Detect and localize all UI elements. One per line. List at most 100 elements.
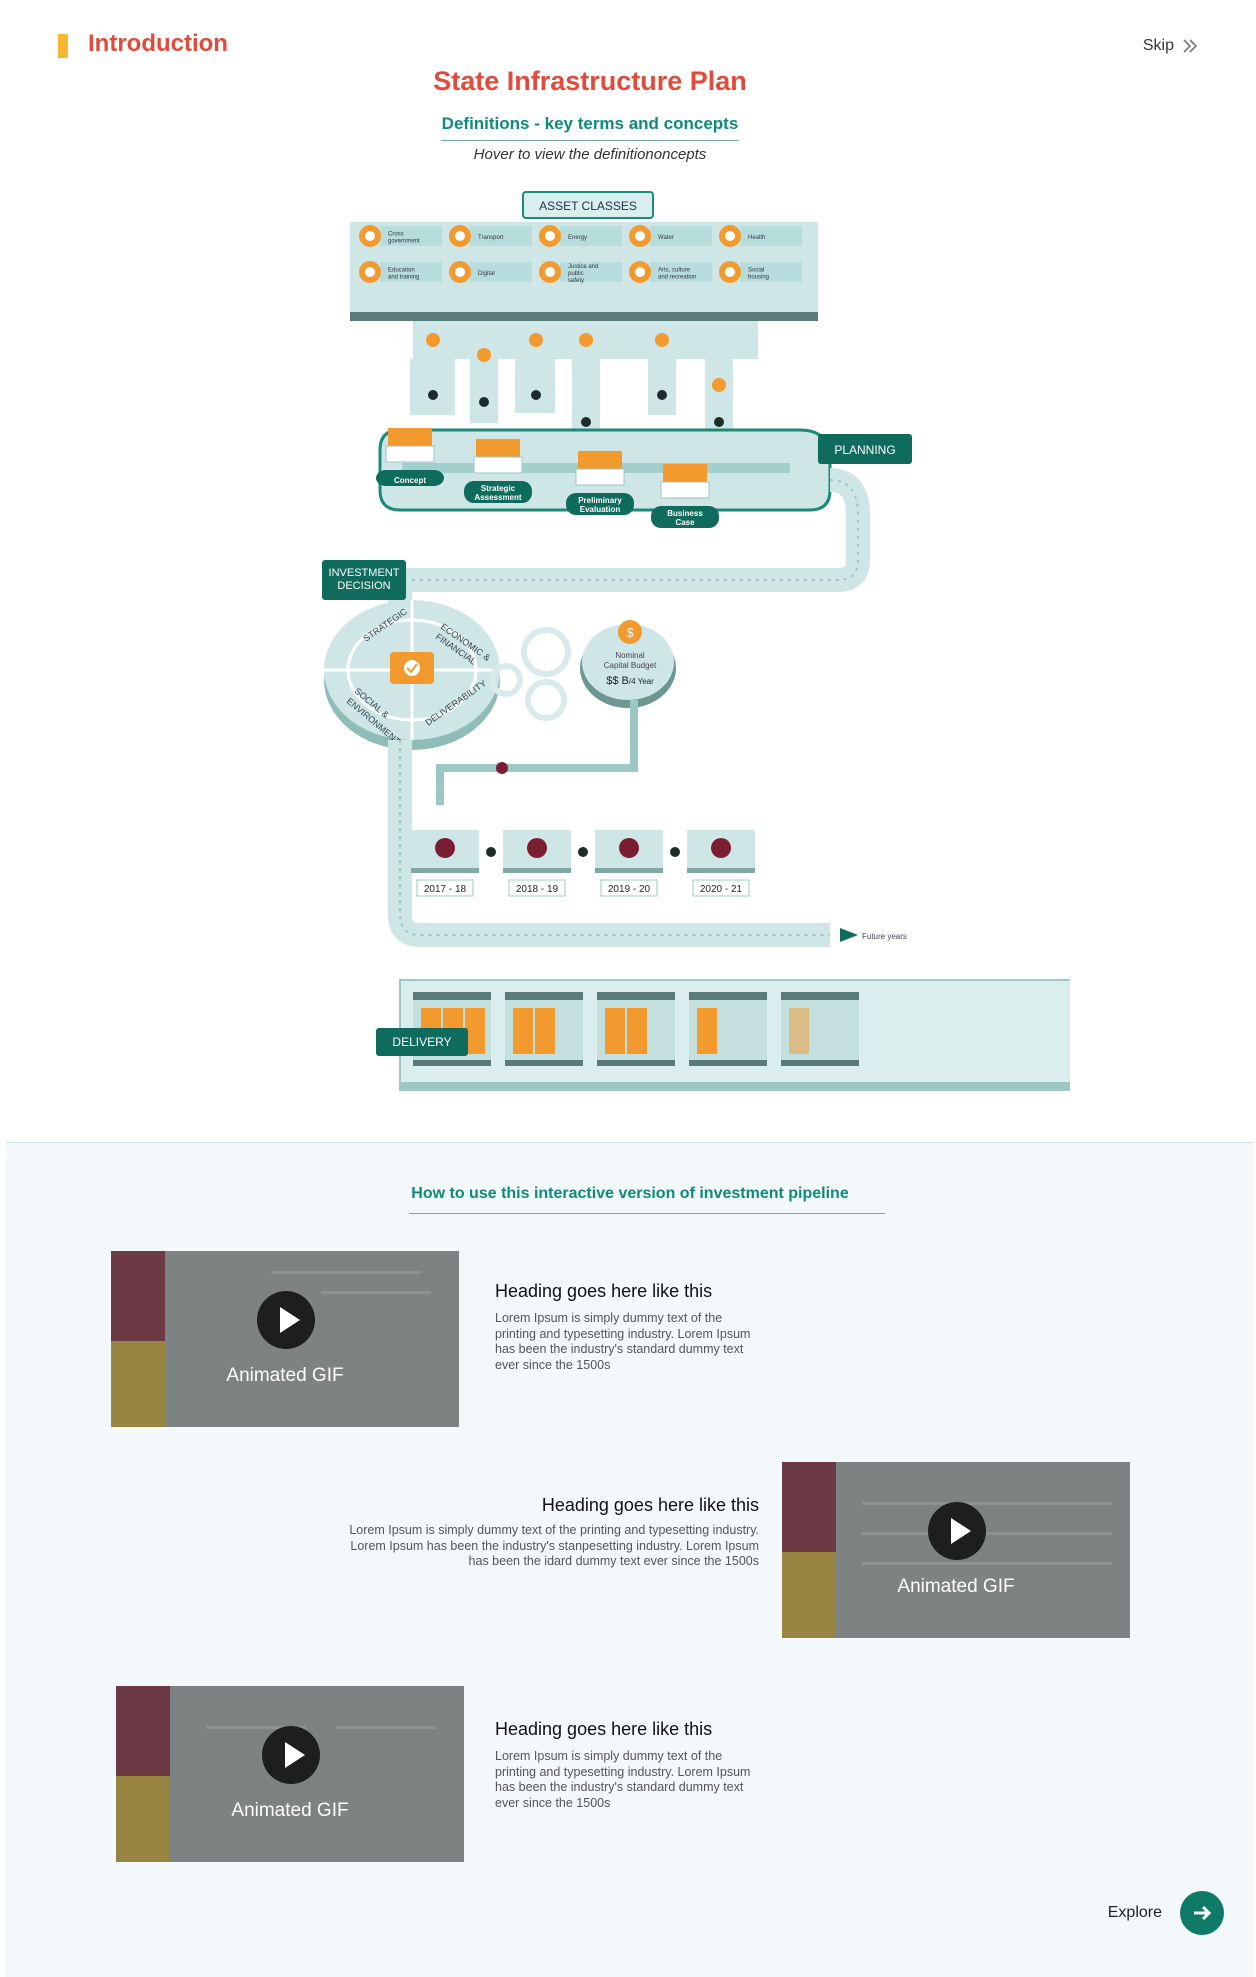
section-title: Introduction xyxy=(88,30,228,57)
stage-label: Preliminary xyxy=(578,496,622,505)
gif-preview-3[interactable]: Animated GIF xyxy=(116,1686,464,1862)
planning-label-box[interactable]: PLANNING xyxy=(818,434,912,464)
budget-year[interactable]: 2020 - 21 xyxy=(687,830,755,897)
dollar-icon: $ xyxy=(626,625,634,640)
asset-class-item[interactable]: Transport xyxy=(449,225,532,247)
gif-preview-2[interactable]: Animated GIF xyxy=(782,1462,1130,1638)
asset-class-item[interactable]: Digital xyxy=(449,261,532,283)
conveyor-upper xyxy=(388,468,870,610)
down-arrow-icon xyxy=(657,390,667,400)
delivery-bin[interactable] xyxy=(597,992,675,1066)
asset-class-item[interactable]: Water xyxy=(629,225,712,247)
hover-hint: Hover to view the definitiononcepts xyxy=(473,146,707,163)
asset-class-label: safety xyxy=(568,278,584,284)
skip-label: Skip xyxy=(1142,37,1174,54)
down-arrow-icon xyxy=(428,390,438,400)
project-folder-icon xyxy=(535,1008,555,1054)
planning-stage[interactable]: Concept xyxy=(376,428,444,486)
stage-label: Evaluation xyxy=(580,505,621,514)
section-marker xyxy=(58,34,68,58)
budget-line2: Capital Budget xyxy=(604,661,657,670)
stage-label: Strategic xyxy=(481,484,516,493)
asset-class-label: Digital xyxy=(478,271,495,277)
down-arrow-icon xyxy=(479,397,489,407)
budget-year[interactable]: 2019 - 20 xyxy=(595,830,680,897)
stage-label: Concept xyxy=(394,476,426,485)
delivery-bin[interactable] xyxy=(505,992,583,1066)
budget-years: 2017 - 18 2018 - 19 2019 - 20 2020 - 21 xyxy=(411,830,755,897)
gif-preview-1[interactable]: Animated GIF xyxy=(111,1251,459,1427)
card-heading-2: Heading goes here like this xyxy=(541,1495,759,1515)
future-years-label: Future years xyxy=(862,932,907,941)
down-arrow-icon xyxy=(714,417,724,427)
pipe-icons xyxy=(426,333,726,427)
pipe-icon xyxy=(477,348,491,362)
project-folder-icon xyxy=(627,1008,647,1054)
gif-label-2: Animated GIF xyxy=(897,1576,1015,1597)
page-title: State Infrastructure Plan xyxy=(433,66,747,96)
double-chevron-right-icon xyxy=(1183,39,1198,53)
how-to-underline xyxy=(409,1213,885,1214)
budget-year[interactable]: 2017 - 18 xyxy=(411,830,496,897)
subtitle-underline xyxy=(441,140,739,141)
card-text-3: Lorem Ipsum is simply dummy text of the p… xyxy=(495,1749,751,1810)
project-folder-icon xyxy=(605,1008,625,1054)
arrow-right-icon[interactable] xyxy=(1180,1891,1224,1935)
asset-class-label: Cross xyxy=(388,232,404,238)
dollar-icon xyxy=(711,838,731,858)
asset-classes-label: ASSET CLASSES xyxy=(539,199,637,213)
asset-class-label: Transport xyxy=(478,235,504,241)
delivery-label: DELIVERY xyxy=(392,1035,451,1049)
delivery-label-box[interactable]: DELIVERY xyxy=(376,1028,468,1056)
gears xyxy=(489,627,571,721)
year-label: 2020 - 21 xyxy=(700,884,743,895)
delivery-bins xyxy=(413,992,859,1066)
planning-label: PLANNING xyxy=(834,443,895,457)
card-heading-1: Heading goes here like this xyxy=(495,1281,713,1301)
down-arrow-icon xyxy=(531,390,541,400)
year-label: 2018 - 19 xyxy=(516,884,559,895)
asset-class-label: Justice and xyxy=(568,264,598,270)
year-label: 2019 - 20 xyxy=(608,884,651,895)
explore-button[interactable]: Explore xyxy=(1108,1891,1224,1935)
play-button-2[interactable] xyxy=(928,1502,986,1560)
asset-class-label: Energy xyxy=(568,235,587,241)
skip-button[interactable]: Skip xyxy=(1143,36,1200,56)
investment-decision-box[interactable]: INVESTMENT DECISION xyxy=(322,560,406,600)
play-button-3[interactable] xyxy=(262,1726,320,1784)
asset-class-label: and recreation xyxy=(658,275,696,281)
down-arrow-icon xyxy=(581,417,591,427)
play-button-1[interactable] xyxy=(257,1291,315,1349)
dollar-icon xyxy=(527,838,547,858)
stage-label: Case xyxy=(675,518,695,527)
asset-class-item[interactable]: Energy xyxy=(539,225,622,247)
card-text-1: Lorem Ipsum is simply dummy text of the p… xyxy=(495,1311,751,1372)
asset-class-label: and training xyxy=(388,275,419,281)
top-bar: Introduction Skip xyxy=(0,0,1256,100)
card-heading-3: Heading goes here like this xyxy=(495,1719,713,1739)
asset-class-label: public xyxy=(568,271,584,277)
dollar-icon xyxy=(435,838,455,858)
asset-class-item[interactable]: Health xyxy=(719,225,802,247)
pipe-icon xyxy=(579,333,593,347)
asset-class-label: Education xyxy=(388,268,415,274)
definitions-subtitle: Definitions - key terms and concepts xyxy=(441,114,739,133)
asset-class-label: government xyxy=(388,239,420,245)
delivery-bin[interactable] xyxy=(689,992,767,1066)
delivery-bin[interactable] xyxy=(781,992,859,1066)
budget-year[interactable]: 2018 - 19 xyxy=(503,830,588,897)
explore-label: Explore xyxy=(1107,1904,1162,1921)
pipe-icon xyxy=(655,333,669,347)
